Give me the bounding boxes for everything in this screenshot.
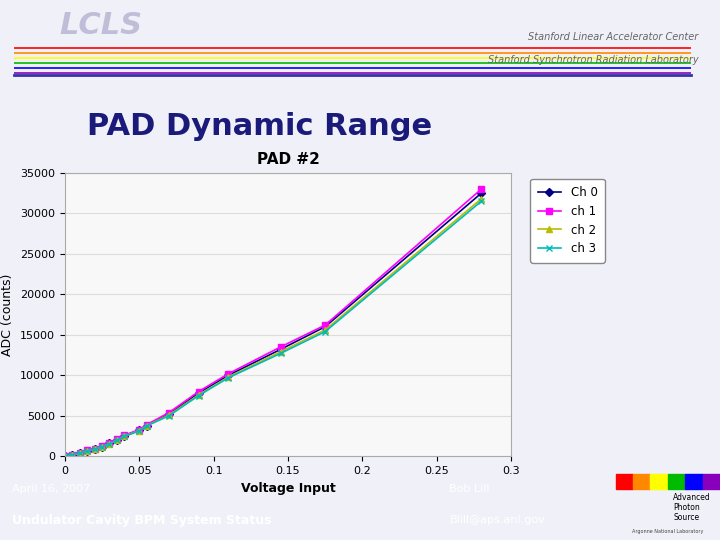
ch 2 xyxy=(194,392,203,398)
Ch 0 xyxy=(68,451,76,458)
Text: Undulator Cavity BPM System Status: Undulator Cavity BPM System Status xyxy=(12,514,272,527)
ch 2 xyxy=(143,422,151,429)
Ch 0 xyxy=(276,346,285,353)
ch 3 xyxy=(98,444,107,450)
Y-axis label: ADC (counts): ADC (counts) xyxy=(1,273,14,356)
Bar xyxy=(685,474,703,489)
ch 3 xyxy=(321,328,330,335)
ch 2 xyxy=(120,433,129,440)
ch 3 xyxy=(90,446,99,453)
Text: Photon: Photon xyxy=(673,503,700,512)
Ch 0 xyxy=(90,446,99,453)
Ch 0 xyxy=(143,422,151,429)
ch 1 xyxy=(135,427,143,433)
ch 2 xyxy=(112,437,121,443)
Bar xyxy=(668,474,685,489)
Ch 0 xyxy=(98,443,107,450)
ch 2 xyxy=(98,443,107,450)
Text: Advanced: Advanced xyxy=(673,494,711,502)
ch 3 xyxy=(194,392,203,399)
ch 3 xyxy=(83,448,91,454)
ch 1 xyxy=(477,186,486,192)
Bar xyxy=(633,474,650,489)
Ch 0 xyxy=(194,390,203,396)
ch 1 xyxy=(60,453,69,460)
Line: Ch 0: Ch 0 xyxy=(62,190,485,459)
Bar xyxy=(703,474,720,489)
Ch 0 xyxy=(112,437,121,443)
Text: PAD Dynamic Range: PAD Dynamic Range xyxy=(86,112,432,141)
Ch 0 xyxy=(120,433,129,440)
ch 1 xyxy=(224,370,233,377)
ch 2 xyxy=(321,327,330,333)
ch 2 xyxy=(83,448,91,454)
Bar xyxy=(616,474,633,489)
Text: Argonne National Laboratory: Argonne National Laboratory xyxy=(632,529,703,534)
ch 3 xyxy=(165,413,174,419)
ch 1 xyxy=(276,343,285,350)
ch 2 xyxy=(276,349,285,355)
Title: PAD #2: PAD #2 xyxy=(256,152,320,167)
ch 3 xyxy=(76,450,84,456)
Text: Blill@aps.anl.gov: Blill@aps.anl.gov xyxy=(449,515,545,525)
ch 3 xyxy=(135,428,143,434)
Line: ch 1: ch 1 xyxy=(62,186,485,459)
ch 1 xyxy=(194,388,203,395)
ch 3 xyxy=(224,375,233,381)
ch 1 xyxy=(76,449,84,456)
Ch 0 xyxy=(477,190,486,196)
ch 1 xyxy=(120,432,129,438)
ch 1 xyxy=(98,443,107,449)
ch 1 xyxy=(321,322,330,328)
ch 3 xyxy=(112,437,121,444)
Line: ch 2: ch 2 xyxy=(62,196,485,459)
ch 3 xyxy=(477,198,486,204)
Ch 0 xyxy=(165,411,174,417)
Text: Source: Source xyxy=(673,513,699,522)
Text: Stanford Linear Accelerator Center: Stanford Linear Accelerator Center xyxy=(528,32,698,42)
ch 1 xyxy=(68,451,76,458)
Text: Bob Lill: Bob Lill xyxy=(449,484,490,495)
ch 2 xyxy=(224,374,233,380)
Ch 0 xyxy=(105,440,114,447)
ch 3 xyxy=(120,433,129,440)
Ch 0 xyxy=(60,453,69,460)
Ch 0 xyxy=(135,427,143,434)
ch 3 xyxy=(276,350,285,356)
Ch 0 xyxy=(76,450,84,456)
ch 1 xyxy=(83,447,91,454)
ch 1 xyxy=(105,440,114,446)
ch 2 xyxy=(165,411,174,418)
ch 2 xyxy=(477,195,486,202)
ch 3 xyxy=(60,453,69,460)
Bar xyxy=(650,474,668,489)
ch 1 xyxy=(165,409,174,416)
X-axis label: Voltage Input: Voltage Input xyxy=(240,482,336,495)
Ch 0 xyxy=(321,323,330,330)
Text: LCLS: LCLS xyxy=(59,11,143,40)
Ch 0 xyxy=(83,447,91,454)
ch 2 xyxy=(90,446,99,453)
ch 3 xyxy=(105,441,114,447)
Text: Stanford Synchrotron Radiation Laboratory: Stanford Synchrotron Radiation Laborator… xyxy=(487,55,698,65)
ch 1 xyxy=(112,436,121,443)
ch 2 xyxy=(105,440,114,447)
ch 2 xyxy=(60,453,69,460)
ch 2 xyxy=(68,451,76,458)
ch 1 xyxy=(90,446,99,452)
Legend: Ch 0, ch 1, ch 2, ch 3: Ch 0, ch 1, ch 2, ch 3 xyxy=(531,179,605,262)
Text: April 16, 2007: April 16, 2007 xyxy=(12,484,91,495)
ch 3 xyxy=(143,423,151,429)
ch 3 xyxy=(68,451,76,458)
ch 2 xyxy=(76,450,84,456)
ch 2 xyxy=(135,427,143,434)
Ch 0 xyxy=(224,372,233,379)
ch 1 xyxy=(143,421,151,428)
Line: ch 3: ch 3 xyxy=(62,198,485,459)
